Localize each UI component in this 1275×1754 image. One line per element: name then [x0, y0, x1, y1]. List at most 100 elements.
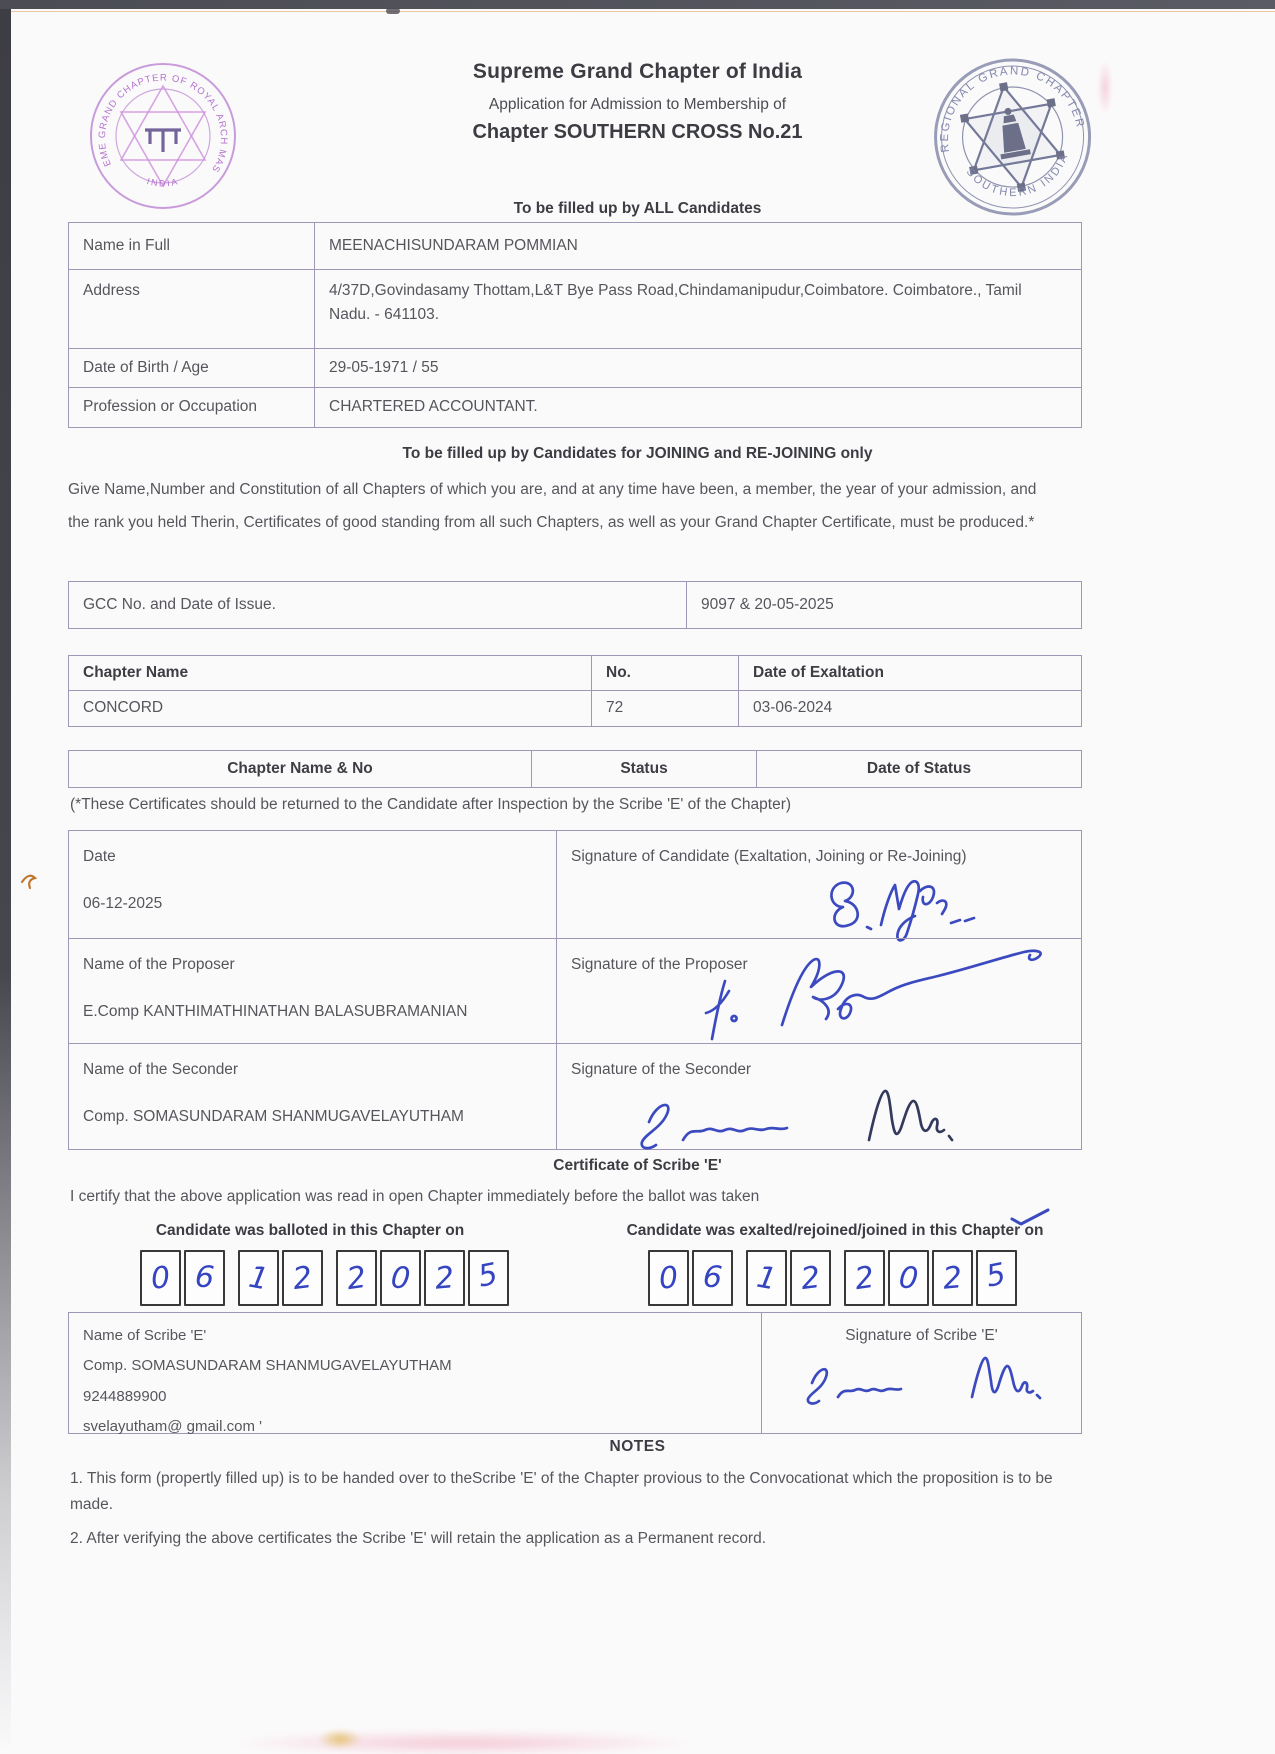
digit: 5 — [475, 1256, 501, 1295]
exalted-label-text: Candidate was exalted/rejoined/joined in… — [626, 1222, 1044, 1239]
date-digit-box: 0 — [888, 1250, 929, 1306]
date-label: Date — [83, 848, 116, 865]
pink-smudge-bottom — [228, 1731, 698, 1754]
scribe-info-cell: Name of Scribe 'E' Comp. SOMASUNDARAM SH… — [69, 1313, 761, 1435]
digit: 2 — [290, 1259, 315, 1297]
scribe-signature-label: Signature of Scribe 'E' — [845, 1327, 998, 1344]
balloted-date-boxes: 0 6 1 2 2 0 2 5 — [140, 1250, 509, 1306]
table-cell: CONCORD — [69, 690, 591, 726]
digit: 2 — [433, 1259, 456, 1297]
date-digit-box: 6 — [184, 1250, 225, 1306]
scribe-signature — [806, 1356, 1042, 1405]
seconder-signature — [640, 1089, 954, 1150]
digit: 0 — [897, 1259, 920, 1297]
column-header: Date of Status — [756, 751, 1081, 787]
check-mark-icon — [1008, 1206, 1052, 1231]
joining-heading: To be filled up by Candidates for JOININ… — [402, 445, 873, 462]
scribe-phone: 9244889900 — [83, 1387, 167, 1405]
signature-table: Date 06-12-2025 Signature of Candidate (… — [68, 830, 1082, 1150]
digit: 0 — [657, 1259, 680, 1297]
table-cell: 72 — [591, 690, 738, 726]
page-title: Supreme Grand Chapter of India — [472, 60, 803, 83]
regional-grand-chapter-stamp: REGIONAL GRAND CHAPTER SOUTHERN INDIA — [914, 39, 1112, 241]
field-value: CHARTERED ACCOUNTANT. — [314, 387, 1081, 427]
digit: 6 — [701, 1258, 724, 1296]
exaltation-table: Chapter Name No. Date of Exaltation CONC… — [68, 655, 1082, 727]
date-digit-box: 1 — [746, 1250, 787, 1306]
all-candidates-heading: To be filled up by ALL Candidates — [513, 200, 762, 217]
joining-instructions: Give Name,Number and Constitution of all… — [68, 481, 1037, 531]
digit: 0 — [149, 1259, 172, 1297]
date-digit-box: 6 — [692, 1250, 733, 1306]
scanner-top-line — [0, 11, 1275, 12]
date-digit-box: 5 — [468, 1250, 509, 1306]
scribe-name: Comp. SOMASUNDARAM SHANMUGAVELAYUTHAM — [83, 1357, 452, 1375]
notes-heading: NOTES — [609, 1438, 666, 1455]
candidate-signature-cell: Signature of Candidate (Exaltation, Join… — [556, 831, 1081, 942]
gcc-table: GCC No. and Date of Issue. 9097 & 20-05-… — [68, 581, 1082, 629]
digit: 5 — [983, 1256, 1009, 1295]
proposer-name: E.Comp KANTHIMATHINATHAN BALASUBRAMANIAN — [83, 1003, 468, 1021]
certificates-note: (*These Certificates should be returned … — [70, 796, 792, 813]
left-stamp-ring-text: SUPREME GRAND CHAPTER OF ROYAL ARCH MASO… — [79, 48, 228, 175]
seconder-label: Name of the Seconder — [83, 1061, 239, 1078]
digit: 2 — [852, 1259, 877, 1297]
gcc-value: 9097 & 20-05-2025 — [686, 582, 1081, 628]
date-value: 06-12-2025 — [83, 895, 163, 913]
svg-text:SUPREME GRAND CHAPTER OF ROYAL: SUPREME GRAND CHAPTER OF ROYAL ARCH MASO… — [82, 56, 229, 175]
proposer-signature-label: Signature of the Proposer — [571, 956, 748, 973]
field-value: 4/37D,Govindasamy Thottam,L&T Bye Pass R… — [314, 269, 1081, 348]
column-header: Status — [531, 751, 756, 787]
left-stamp-bottom-text: INDIA — [146, 176, 179, 188]
digit: 1 — [754, 1259, 779, 1297]
star-point-rook-icons — [959, 82, 1066, 192]
column-header: Chapter Name & No — [227, 759, 373, 777]
seconder-cell: Name of the Seconder Comp. SOMASUNDARAM … — [69, 1043, 556, 1149]
note-item: 1. This form (propertly filled up) is to… — [70, 1469, 1053, 1513]
candidate-signature-label: Signature of Candidate (Exaltation, Join… — [571, 848, 967, 865]
scribe-email: svelayutham@ gmail.com ' — [83, 1417, 262, 1435]
certify-statement: I certify that the above application was… — [70, 1188, 760, 1205]
proposer-cell: Name of the Proposer E.Comp KANTHIMATHIN… — [69, 938, 556, 1043]
margin-pen-mark — [18, 866, 44, 897]
column-header: Chapter Name — [83, 663, 189, 681]
seconder-name: Comp. SOMASUNDARAM SHANMUGAVELAYUTHAM — [83, 1108, 464, 1126]
scribe-details-table: Name of Scribe 'E' Comp. SOMASUNDARAM SH… — [68, 1312, 1082, 1435]
date-digit-box: 1 — [238, 1250, 279, 1306]
pink-smudge-top-right — [1098, 60, 1112, 115]
field-label: Date of Birth / Age — [69, 348, 314, 387]
field-label: Name in Full — [83, 236, 170, 254]
temple-icon — [1000, 107, 1031, 160]
balloted-label: Candidate was balloted in this Chapter o… — [155, 1222, 465, 1239]
scribe-certificate-heading: Certificate of Scribe 'E' — [553, 1157, 722, 1174]
scanner-edge-top — [0, 0, 1275, 9]
scanner-smudge — [386, 8, 400, 14]
date-digit-box: 2 — [844, 1250, 885, 1306]
scribe-name-label: Name of Scribe 'E' — [83, 1327, 207, 1344]
svg-text:INDIA: INDIA — [146, 176, 181, 188]
gcc-label: GCC No. and Date of Issue. — [83, 595, 276, 613]
seconder-signature-cell: Signature of the Seconder — [556, 1043, 1081, 1150]
date-digit-box: 2 — [424, 1250, 465, 1306]
chapter-title: Chapter SOUTHERN CROSS No.21 — [472, 121, 803, 143]
field-value: 29-05-1971 / 55 — [314, 348, 1081, 387]
date-digit-box: 5 — [976, 1250, 1017, 1306]
scanner-edge-left — [0, 9, 11, 1754]
date-cell: Date 06-12-2025 — [69, 831, 556, 938]
field-label: Address — [69, 269, 314, 348]
exalted-label: Candidate was exalted/rejoined/joined in… — [590, 1208, 1080, 1240]
scribe-signature-cell: Signature of Scribe 'E' — [761, 1313, 1081, 1433]
seconder-signature-label: Signature of the Seconder — [571, 1061, 752, 1078]
digit: 6 — [193, 1258, 216, 1296]
digit: 2 — [798, 1259, 823, 1297]
date-digit-box: 0 — [140, 1250, 181, 1306]
status-table: Chapter Name & No Status Date of Status — [68, 750, 1082, 788]
yellow-smudge-bottom — [318, 1729, 362, 1749]
proposer-label: Name of the Proposer — [83, 956, 235, 973]
date-digit-box: 0 — [380, 1250, 421, 1306]
candidate-info-table: Name in Full MEENACHISUNDARAM POMMIAN Ad… — [68, 222, 1082, 428]
column-header: No. — [591, 656, 738, 690]
note-item: 2. After verifying the above certificate… — [70, 1529, 767, 1547]
page-subtitle: Application for Admission to Membership … — [488, 96, 787, 113]
